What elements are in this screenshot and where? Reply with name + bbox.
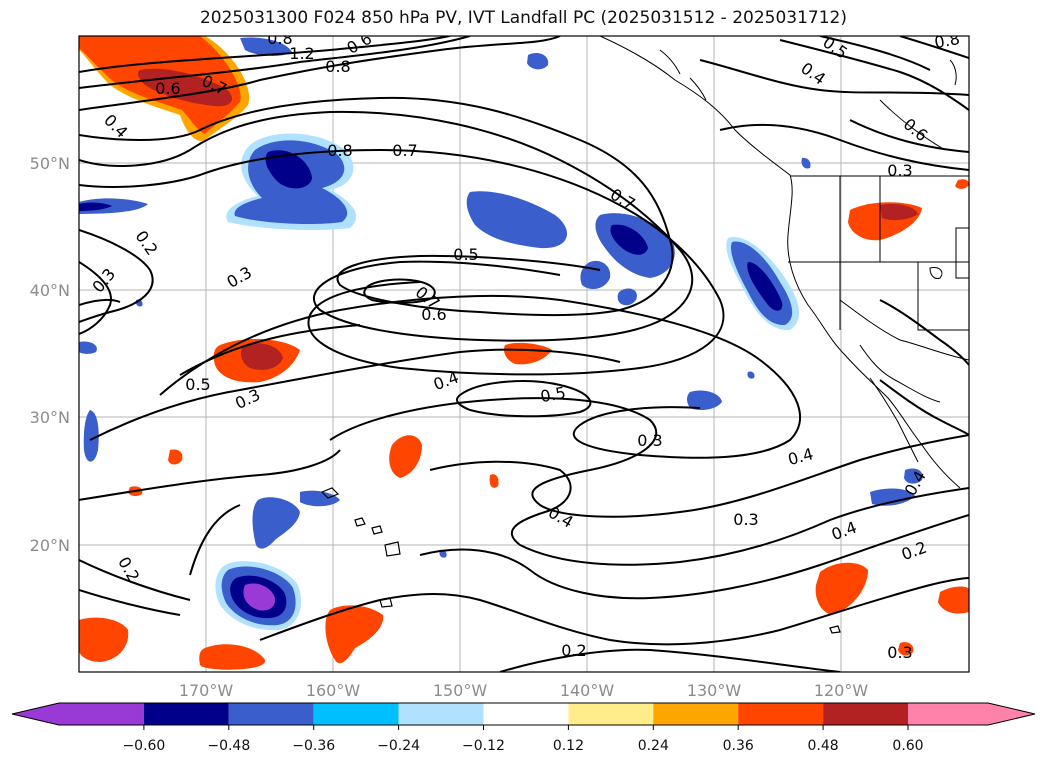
pv-contours: [79, 36, 969, 672]
colorbar-segment: [483, 703, 569, 725]
lon-label-120w: 120°W: [814, 681, 869, 700]
colorbar-segment: [59, 703, 144, 725]
lat-label-30n: 30°N: [30, 408, 70, 427]
contour-label: 0.5: [453, 245, 478, 264]
contour-label: 0.3: [887, 643, 912, 662]
lon-label-160w: 160°W: [306, 681, 361, 700]
colorbar-segment: [228, 703, 314, 725]
colorbar-segment: [908, 703, 988, 725]
contour-label: 0.8: [325, 57, 350, 76]
lat-label-50n: 50°N: [30, 154, 70, 173]
contour-label: 0.3: [637, 431, 662, 450]
contour-label: 1.2: [289, 44, 314, 63]
contour-label: 0.3: [733, 510, 758, 529]
map-frame: [78, 35, 970, 673]
colorbar-tick-label: 0.12: [553, 738, 584, 754]
contour-label: 0.5: [539, 383, 567, 406]
colorbar-extend-low: [12, 703, 59, 725]
contour-label: 0.6: [155, 79, 180, 98]
colorbar-tick-label: −0.24: [377, 738, 420, 754]
colorbar-segment: [823, 703, 908, 725]
contour-label: 0.6: [421, 305, 446, 324]
contour-label: 0.7: [392, 141, 417, 160]
colorbar-tick-label: −0.36: [292, 738, 335, 754]
contour-label: 0.5: [185, 375, 210, 394]
colorbar-outline: [11, 702, 1036, 726]
lon-label-140w: 140°W: [560, 681, 615, 700]
contour-label: 0.8: [933, 29, 961, 52]
colorbar-segment: [313, 703, 399, 725]
colorbar-segment: [398, 703, 484, 725]
lon-label-170w: 170°W: [179, 681, 234, 700]
colorbar-tick-label: 0.24: [638, 738, 669, 754]
contour-label: 0.8: [267, 29, 292, 48]
latitude-labels: 50°N 40°N 30°N 20°N: [30, 154, 70, 555]
colorbar-segment: [143, 703, 229, 725]
colorbar-segment: [738, 703, 824, 725]
colorbar-tick-label: 0.36: [723, 738, 754, 754]
colorbar-ticks: [143, 725, 909, 730]
colorbar-segment: [568, 703, 654, 725]
colorbar-tick-label: −0.48: [207, 738, 250, 754]
colorbar-tick-label: −0.60: [122, 738, 165, 754]
colorbar-tick-label: 0.48: [808, 738, 839, 754]
colorbar-tick-label: −0.12: [462, 738, 505, 754]
coastlines: [599, 36, 969, 489]
colorbar-tick-label: 0.60: [892, 738, 923, 754]
colorbar: −0.60 −0.48 −0.36 −0.24 −0.12 0.12 0.24 …: [11, 702, 1036, 754]
colorbar-segment: [653, 703, 739, 725]
lat-label-40n: 40°N: [30, 281, 70, 300]
map-title: 2025031300 F024 850 hPa PV, IVT Landfall…: [199, 8, 847, 28]
contour-label: 0.2: [561, 641, 586, 660]
positive-anomaly-fills: [79, 36, 969, 670]
negative-anomaly-fills: [79, 37, 923, 631]
lon-label-130w: 130°W: [687, 681, 742, 700]
contour-label: 0.8: [327, 141, 352, 160]
lat-label-20n: 20°N: [30, 536, 70, 555]
colorbar-extend-high: [988, 703, 1035, 725]
longitude-labels: 170°W 160°W 150°W 140°W 130°W 120°W: [179, 681, 869, 700]
contour-label: 0.3: [887, 161, 912, 180]
lon-label-150w: 150°W: [433, 681, 488, 700]
